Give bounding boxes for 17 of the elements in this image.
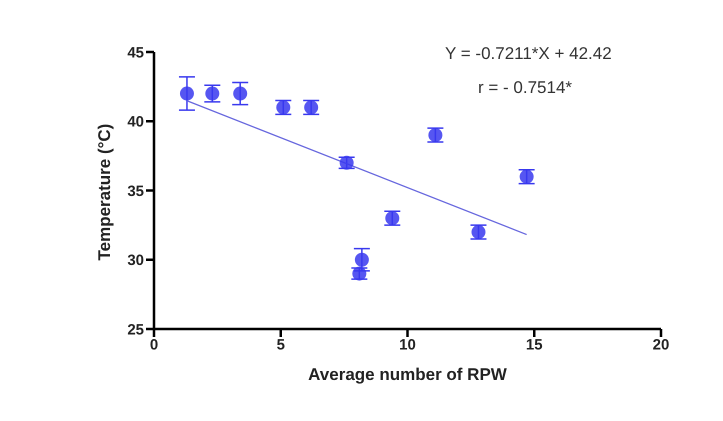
x-tick-label: 5 [276,336,285,354]
x-tick-label: 20 [652,336,670,354]
x-tick-label: 10 [399,336,416,354]
y-tick-label: 40 [127,114,144,131]
y-tick-label: 30 [127,252,144,270]
y-axis-title: Temperature (°C) [95,124,114,260]
x-tick-label: 15 [526,336,543,354]
point [180,86,194,101]
y-tick-label: 35 [127,182,144,200]
y-tick-label: 25 [127,321,144,338]
x-tick-label: 0 [150,336,158,354]
x-axis-title: Average number of RPW [308,365,508,384]
annotation: r = - 0.7514* [478,78,572,98]
point [233,86,248,101]
annotation: Y = -0.7211*X + 42.42 [445,44,612,64]
y-tick-label: 45 [127,44,144,62]
point [354,252,369,267]
